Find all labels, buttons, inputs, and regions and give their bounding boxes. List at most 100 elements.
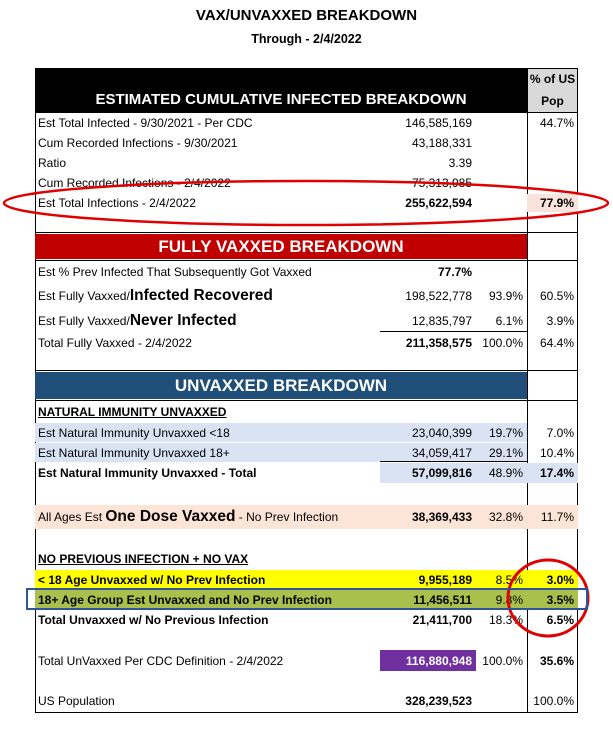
count-cell: 3.39	[380, 154, 476, 172]
count-value: 23,040,399	[411, 425, 472, 440]
count-cell: 21,411,700	[380, 610, 476, 629]
label-text: - No Prev Infection	[235, 510, 339, 524]
row-label: < 18 Age Unvaxxed w/ No Prev Infection	[38, 570, 408, 589]
pop-value: 100.0%	[533, 693, 574, 708]
rule	[35, 400, 578, 401]
count-value: 9,955,189	[418, 572, 472, 587]
count-cell: 57,099,816	[380, 463, 476, 483]
count-cell: 255,622,594	[380, 194, 476, 212]
table-row: < 18 Age Unvaxxed w/ No Prev Infection 9,…	[35, 570, 578, 589]
pop-value: 77.9%	[539, 196, 574, 210]
heading-text: ESTIMATED CUMULATIVE INFECTED BREAKDOWN	[95, 91, 467, 108]
row-label: Est Fully Vaxxed/Infected Recovered	[38, 285, 408, 307]
table-row: Est Fully Vaxxed/Infected Recovered 198,5…	[35, 285, 578, 307]
pop-header-line: % of US	[529, 72, 576, 86]
share-value: 100.0%	[482, 653, 523, 668]
label-text: Ratio	[38, 156, 67, 170]
count-cell: 77.7%	[380, 262, 476, 282]
count-cell: 198,522,778	[380, 285, 476, 307]
table-row: NATURAL IMMUNITY UNVAXXED	[35, 402, 578, 421]
table-row: Total UnVaxxed Per CDC Definition - 2/4/…	[35, 650, 578, 671]
row-label: Total Fully Vaxxed - 2/4/2022	[38, 333, 408, 352]
row-label: Est % Prev Infected That Subsequently Go…	[38, 262, 408, 282]
share-value: 18.3%	[488, 612, 523, 627]
heading-text: FULLY VAXXED BREAKDOWN	[158, 236, 404, 256]
table-row: All Ages Est One Dose Vaxxed - No Prev I…	[35, 505, 578, 529]
table-row: US Population 328,239,523 100.0%	[35, 690, 578, 711]
highlight-ellipse	[2, 179, 610, 227]
count-cell: 328,239,523	[380, 690, 476, 711]
label-text: All Ages Est	[38, 510, 106, 524]
pop-value: 3.9%	[546, 314, 574, 328]
label-text: NO PREVIOUS INFECTION + NO VAX	[38, 551, 249, 566]
unvaxxed-heading: UNVAXXED BREAKDOWN	[35, 372, 527, 399]
count-value: 11,456,511	[413, 592, 472, 607]
pop-value: 7.0%	[546, 425, 574, 440]
rule	[35, 370, 578, 371]
share-cell: 32.8%	[476, 505, 527, 529]
row-fill	[35, 423, 527, 442]
row-label: Ratio	[38, 154, 408, 172]
pop-cell: 6.5%	[527, 610, 578, 629]
row-label: Est Total Infections - 2/4/2022	[38, 194, 408, 212]
row-label: NATURAL IMMUNITY UNVAXXED	[38, 402, 408, 421]
row-label: Cum Recorded Infections - 2/4/2022	[38, 174, 408, 192]
count-value: 3.39	[448, 156, 472, 170]
pop-value: 60.5%	[539, 289, 574, 303]
count-value: 328,239,523	[405, 693, 472, 708]
pop-cell: 35.6%	[527, 650, 578, 671]
share-value: 19.7%	[488, 425, 523, 440]
cumulative-heading: ESTIMATED CUMULATIVE INFECTED BREAKDOWN	[35, 68, 527, 112]
rule	[35, 260, 578, 261]
share-value: 93.9%	[488, 289, 523, 303]
share-cell: 19.7%	[476, 423, 527, 442]
share-cell: 18.3%	[476, 610, 527, 629]
title: VAX/UNVAXXED BREAKDOWN	[195, 7, 418, 24]
table-row: Ratio 3.39	[35, 154, 578, 172]
table-row: Total Unvaxxed w/ No Previous Infection 2…	[35, 610, 578, 629]
pop-cell: 17.4%	[527, 463, 578, 483]
label-text: One Dose Vaxxed	[105, 508, 236, 525]
highlight-box	[26, 588, 588, 610]
table-row: 18+ Age Group Est Unvaxxed and No Prev I…	[35, 590, 578, 609]
pop-cell: 3.5%	[527, 590, 578, 609]
pop-value: 3.5%	[546, 592, 574, 607]
label-text: Est Fully Vaxxed/	[38, 289, 130, 303]
pop-value: 3.0%	[546, 572, 574, 587]
table-row: Est Total Infected - 9/30/2021 - Per CDC…	[35, 114, 578, 132]
heading-text: UNVAXXED BREAKDOWN	[174, 375, 388, 395]
share-value: 48.9%	[488, 466, 523, 480]
share-value: 100.0%	[482, 335, 523, 350]
count-cell: 34,059,417	[380, 443, 476, 462]
share-value: 32.8%	[488, 510, 523, 524]
pop-cell: 100.0%	[527, 690, 578, 711]
count-value: 21,411,700	[412, 612, 472, 627]
row-fill	[35, 570, 527, 589]
label-text: Est Natural Immunity Unvaxxed - Total	[38, 466, 257, 480]
pop-value: 10.4%	[539, 445, 574, 460]
count-cell: 23,040,399	[380, 423, 476, 442]
table-row: Est Natural Immunity Unvaxxed - Total 57,…	[35, 463, 578, 483]
label-text: Never Infected	[129, 312, 237, 329]
count-cell: 38,369,433	[380, 505, 476, 529]
underline	[380, 331, 527, 332]
rule	[35, 232, 578, 233]
underline	[380, 461, 527, 462]
subtitle: Through - 2/4/2022	[251, 32, 362, 46]
pop-cell: 10.4%	[527, 443, 578, 462]
table-row: Total Fully Vaxxed - 2/4/2022 211,358,575…	[35, 333, 578, 352]
row-label: Total UnVaxxed Per CDC Definition - 2/4/…	[38, 650, 408, 671]
count-value: 116,880,948	[405, 653, 472, 668]
label-text: Cum Recorded Infections - 9/30/2021	[38, 136, 238, 150]
count-cell: 116,880,948	[380, 650, 476, 671]
table-row: Est % Prev Infected That Subsequently Go…	[35, 262, 578, 282]
row-fill	[35, 443, 527, 462]
count-value: 12,835,797	[411, 314, 472, 328]
count-cell: 11,456,511	[380, 590, 476, 609]
share-cell: 6.1%	[476, 310, 527, 332]
table-row: Est Natural Immunity Unvaxxed 18+ 34,059,…	[35, 443, 578, 462]
count-value: 77.7%	[437, 265, 472, 279]
table-row: NO PREVIOUS INFECTION + NO VAX	[35, 550, 578, 567]
